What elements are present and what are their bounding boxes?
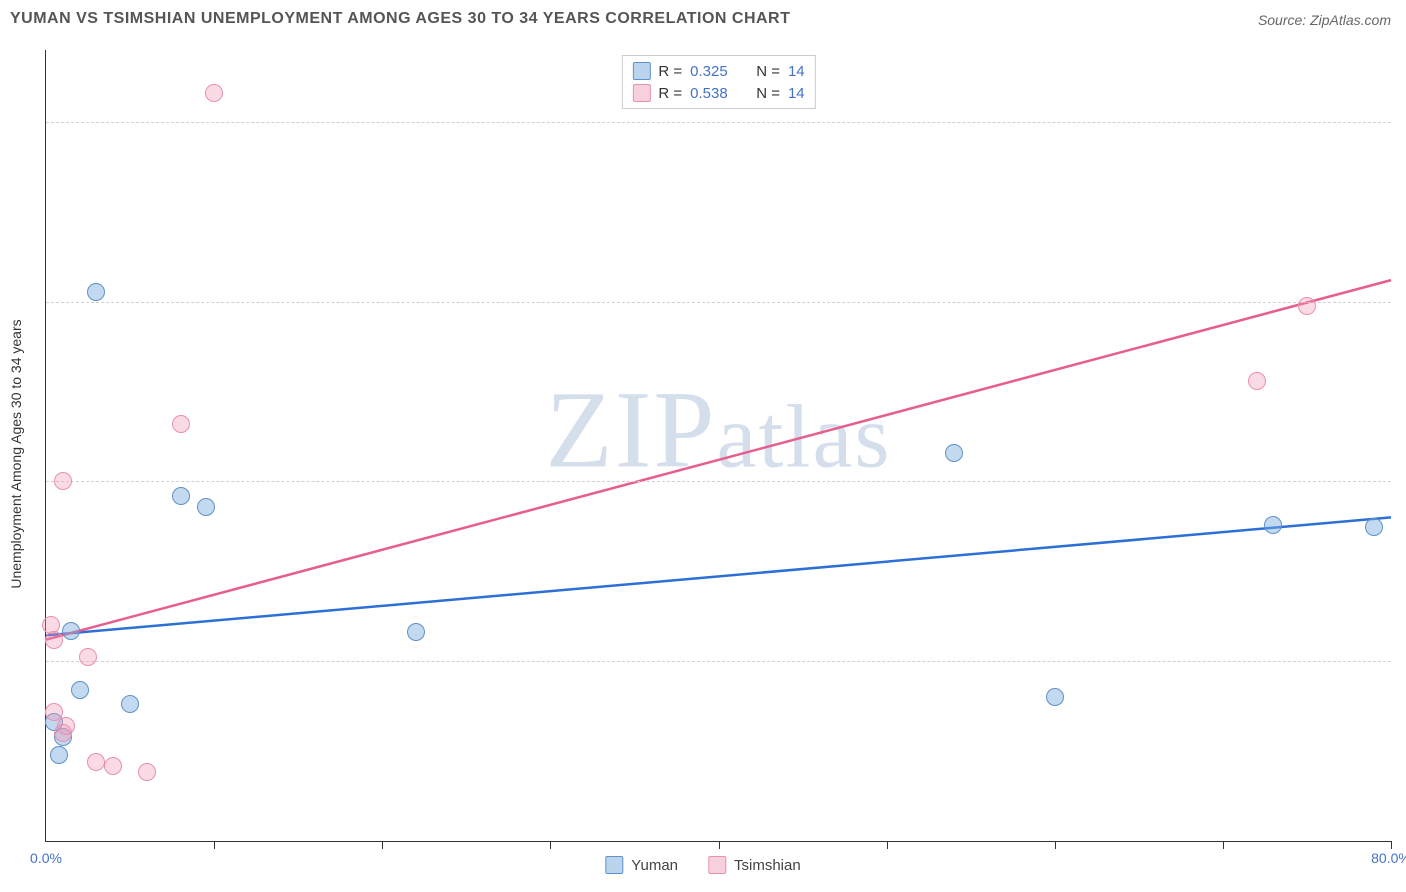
legend-label: Tsimshian <box>734 857 801 874</box>
scatter-point <box>62 622 80 640</box>
x-tick-mark <box>1391 841 1392 849</box>
stat-R-value: 0.538 <box>690 85 728 102</box>
scatter-point <box>57 717 75 735</box>
legend-swatch <box>605 856 623 874</box>
stat-N-label: N = <box>756 85 780 102</box>
legend-swatch <box>708 856 726 874</box>
x-tick-label: 80.0% <box>1371 850 1406 866</box>
stat-N-value: 14 <box>788 85 805 102</box>
scatter-point <box>87 753 105 771</box>
scatter-point <box>42 616 60 634</box>
x-tick-mark <box>1223 841 1224 849</box>
stat-R-value: 0.325 <box>690 63 728 80</box>
chart-title: YUMAN VS TSIMSHIAN UNEMPLOYMENT AMONG AG… <box>10 10 790 27</box>
correlation-stats-box: R = 0.325 N = 14R = 0.538 N = 14 <box>621 55 815 109</box>
x-tick-mark <box>550 841 551 849</box>
scatter-point <box>205 84 223 102</box>
scatter-point <box>71 681 89 699</box>
gridline-horizontal <box>46 122 1391 123</box>
gridline-horizontal <box>46 661 1391 662</box>
x-tick-mark <box>1055 841 1056 849</box>
stat-N-label: N = <box>756 63 780 80</box>
scatter-point <box>54 472 72 490</box>
legend-swatch <box>632 62 650 80</box>
stats-row: R = 0.538 N = 14 <box>632 82 804 104</box>
scatter-point <box>172 415 190 433</box>
stat-R-label: R = <box>658 85 682 102</box>
series-legend: Yuman Tsimshian <box>605 856 800 874</box>
x-tick-mark <box>214 841 215 849</box>
y-axis-label: Unemployment Among Ages 30 to 34 years <box>8 319 24 588</box>
stat-N-value: 14 <box>788 63 805 80</box>
trend-line <box>46 280 1391 640</box>
scatter-point <box>1298 297 1316 315</box>
scatter-point <box>407 623 425 641</box>
scatter-point <box>121 695 139 713</box>
chart-plot-area: Unemployment Among Ages 30 to 34 years Z… <box>45 50 1391 842</box>
x-tick-mark <box>719 841 720 849</box>
legend-item: Yuman <box>605 856 678 874</box>
stat-R-label: R = <box>658 63 682 80</box>
scatter-point <box>1365 518 1383 536</box>
trend-line <box>46 517 1391 635</box>
scatter-point <box>87 283 105 301</box>
scatter-point <box>945 444 963 462</box>
scatter-point <box>1248 372 1266 390</box>
scatter-point <box>1046 688 1064 706</box>
legend-item: Tsimshian <box>708 856 801 874</box>
x-tick-label: 0.0% <box>30 850 62 866</box>
scatter-point <box>79 648 97 666</box>
scatter-point <box>104 757 122 775</box>
x-tick-mark <box>887 841 888 849</box>
scatter-point <box>172 487 190 505</box>
source-attribution: Source: ZipAtlas.com <box>1258 12 1391 28</box>
scatter-point <box>138 763 156 781</box>
scatter-point <box>50 746 68 764</box>
legend-swatch <box>632 84 650 102</box>
stats-row: R = 0.325 N = 14 <box>632 60 804 82</box>
legend-label: Yuman <box>631 857 678 874</box>
x-tick-mark <box>382 841 383 849</box>
scatter-point <box>197 498 215 516</box>
scatter-point <box>1264 516 1282 534</box>
trend-lines-layer <box>46 50 1391 841</box>
gridline-horizontal <box>46 302 1391 303</box>
gridline-horizontal <box>46 481 1391 482</box>
